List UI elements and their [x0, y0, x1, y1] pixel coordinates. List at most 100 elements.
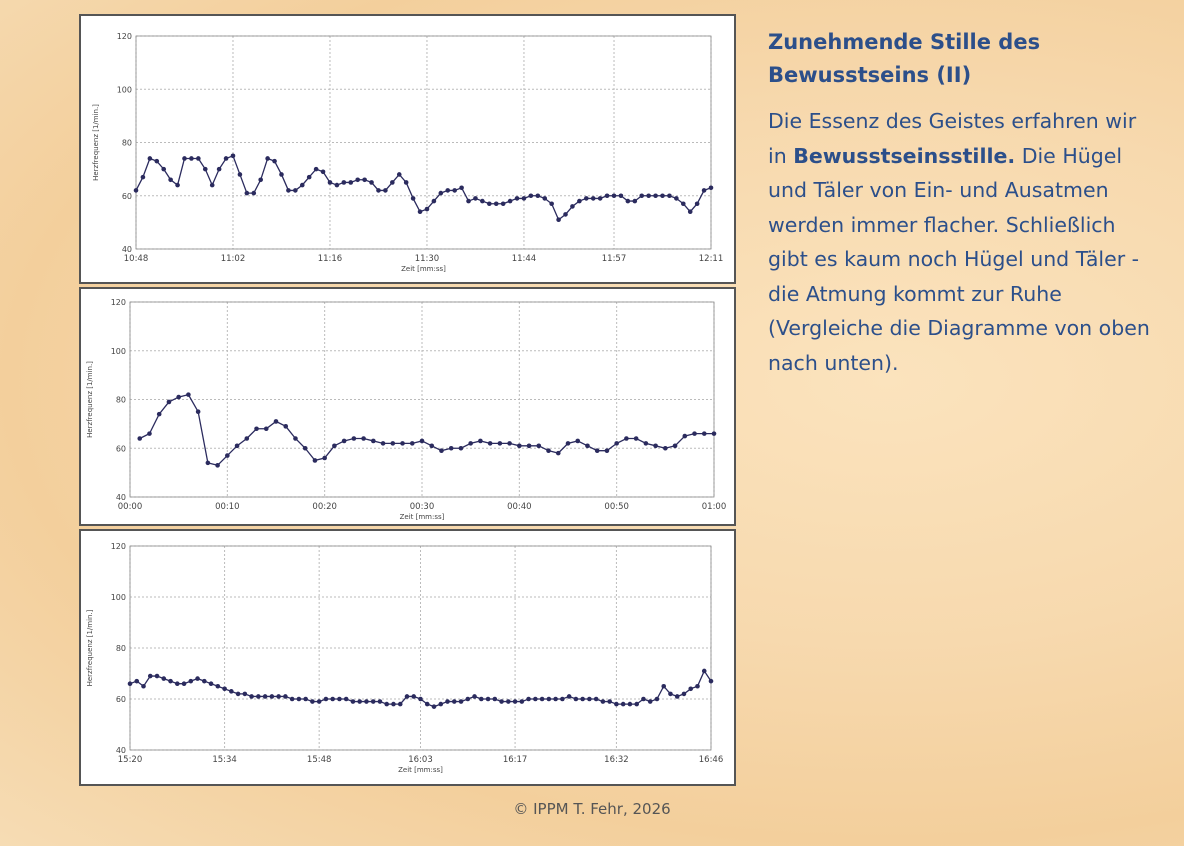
y-tick-label: 120 [111, 542, 126, 551]
chart: 40 60 80 100 120 15:20 15:34 15:48 16:03 16:17 16:… [79, 529, 736, 786]
point [351, 436, 357, 441]
point [272, 158, 277, 164]
point [507, 198, 513, 204]
point [154, 673, 160, 679]
point [639, 193, 645, 199]
point [289, 696, 295, 702]
point [262, 694, 268, 699]
point [654, 696, 660, 702]
point [225, 453, 230, 458]
point [514, 196, 520, 201]
point [681, 691, 687, 697]
point [176, 394, 181, 400]
point [465, 696, 471, 702]
point [708, 185, 714, 191]
x-axis-label: Zeit [mm:ss] [401, 265, 446, 273]
point [127, 681, 133, 686]
point [663, 445, 668, 451]
y-tick-label: 60 [116, 695, 126, 704]
plot-border [129, 301, 715, 498]
point [632, 198, 638, 204]
point [438, 701, 444, 707]
point [137, 436, 143, 441]
point [286, 188, 291, 193]
point [350, 699, 356, 704]
chart: 40 60 80 100 120 10:48 11:02 11:16 11:30 11:44 11:… [79, 14, 736, 284]
point [222, 686, 227, 692]
y-tick-label: 80 [116, 644, 126, 653]
point [371, 438, 376, 444]
point [647, 699, 653, 704]
point [195, 409, 201, 414]
point [147, 156, 153, 161]
point [283, 424, 289, 429]
point [168, 678, 173, 684]
x-tick-label: 00:40 [507, 502, 532, 512]
point [674, 694, 680, 699]
point [604, 193, 610, 199]
point [234, 443, 240, 449]
point [618, 193, 624, 199]
point [459, 185, 464, 191]
point [431, 704, 437, 709]
point [492, 696, 498, 702]
point [419, 438, 425, 444]
point [661, 683, 667, 689]
point [182, 156, 187, 161]
point [458, 445, 464, 451]
point [497, 441, 503, 446]
point [590, 196, 596, 201]
point [692, 431, 697, 436]
point [668, 691, 673, 697]
point [573, 696, 579, 702]
point [343, 696, 349, 702]
point [299, 182, 305, 188]
point [473, 196, 478, 201]
point [411, 694, 417, 699]
x-tick-label: 11:44 [512, 254, 537, 264]
point [306, 174, 312, 180]
point [312, 458, 318, 463]
point [410, 196, 416, 201]
x-tick-label: 16:32 [604, 755, 629, 765]
point [189, 156, 194, 161]
point [584, 196, 589, 201]
point [337, 696, 342, 702]
point [466, 198, 471, 204]
point [633, 436, 639, 441]
point [448, 445, 454, 451]
x-tick-label: 16:03 [408, 755, 433, 765]
point [604, 448, 610, 453]
point [566, 694, 572, 699]
x-axis-label: Zeit [mm:ss] [398, 766, 443, 774]
point [493, 201, 499, 207]
point [512, 699, 518, 704]
point [396, 172, 402, 177]
point [293, 436, 298, 441]
text-panel: Zunehmende Stille des Bewusstseins (II) … [768, 26, 1160, 380]
point [575, 438, 581, 444]
point [195, 676, 200, 681]
point [168, 177, 173, 183]
point [283, 694, 288, 699]
point [208, 681, 214, 686]
point [597, 196, 603, 201]
point [258, 177, 263, 183]
point [279, 172, 284, 177]
point [701, 188, 707, 193]
point [634, 701, 639, 707]
point [390, 441, 396, 446]
point [156, 411, 162, 417]
point [487, 201, 492, 207]
point [174, 681, 180, 686]
point [364, 699, 369, 704]
point [577, 198, 582, 204]
y-tick-label: 40 [116, 493, 126, 502]
point [370, 699, 376, 704]
point [587, 696, 592, 702]
chart-frame [79, 287, 736, 526]
point [711, 431, 717, 436]
point [646, 193, 651, 199]
point [451, 699, 457, 704]
